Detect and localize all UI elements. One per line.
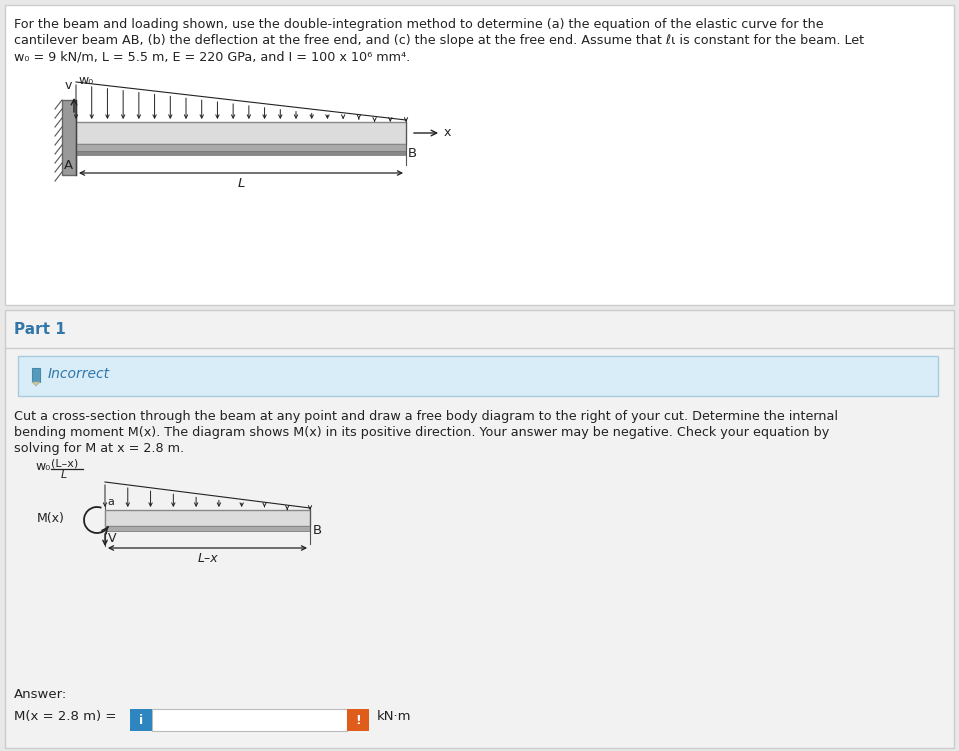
Text: (L–x): (L–x) [51, 458, 79, 468]
Text: For the beam and loading shown, use the double-integration method to determine (: For the beam and loading shown, use the … [14, 18, 824, 31]
Bar [105, 510, 310, 526]
Text: B: B [313, 524, 322, 537]
Bar [76, 122, 406, 144]
Bar [347, 709, 369, 731]
Bar [152, 709, 347, 731]
Bar [62, 100, 76, 175]
Text: V: V [108, 532, 116, 545]
Text: x: x [444, 126, 452, 140]
Text: L: L [237, 177, 245, 190]
Bar [76, 144, 406, 151]
Text: cantilever beam AB, (b) the deflection at the free end, and (c) the slope at the: cantilever beam AB, (b) the deflection a… [14, 34, 864, 47]
Text: M(x): M(x) [37, 512, 65, 525]
Text: B: B [408, 147, 417, 160]
Bar [130, 709, 152, 731]
Text: bending moment M(x). The diagram shows M(x) in its positive direction. Your answ: bending moment M(x). The diagram shows M… [14, 426, 830, 439]
Bar [32, 368, 40, 382]
Text: w₀: w₀ [35, 460, 50, 473]
Polygon shape [32, 382, 40, 386]
Bar [76, 151, 406, 155]
Text: solving for M at x = 2.8 m.: solving for M at x = 2.8 m. [14, 442, 184, 455]
Text: kN·m: kN·m [377, 710, 411, 723]
Text: w₀: w₀ [78, 74, 93, 87]
Text: Incorrect: Incorrect [48, 367, 110, 381]
Text: Answer:: Answer: [14, 688, 67, 701]
Text: Cut a cross-section through the beam at any point and draw a free body diagram t: Cut a cross-section through the beam at … [14, 410, 838, 423]
Text: M(x = 2.8 m) =: M(x = 2.8 m) = [14, 710, 121, 723]
Bar [5, 5, 954, 305]
Text: !: ! [355, 713, 361, 726]
Text: v: v [64, 79, 72, 92]
Text: i: i [139, 713, 143, 726]
Bar [105, 526, 310, 531]
Text: w₀ = 9 kN/m, L = 5.5 m, E = 220 GPa, and I = 100 x 10⁶ mm⁴.: w₀ = 9 kN/m, L = 5.5 m, E = 220 GPa, and… [14, 50, 410, 63]
Text: L: L [61, 470, 67, 480]
Text: a: a [107, 497, 114, 507]
Text: L–x: L–x [198, 552, 218, 565]
Text: Part 1: Part 1 [14, 322, 66, 337]
Bar [5, 310, 954, 748]
Text: A: A [64, 159, 73, 172]
Bar [18, 356, 938, 396]
